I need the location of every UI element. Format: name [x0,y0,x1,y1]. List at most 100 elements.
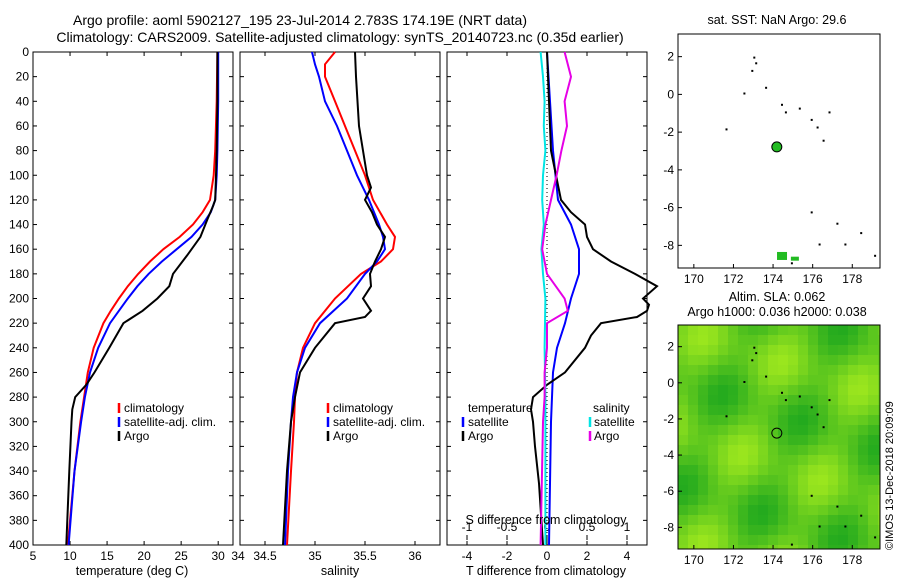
sla-cell [718,465,728,475]
sla-cell [788,345,798,355]
sla-cell [818,475,828,485]
sla-cell [768,325,778,335]
figure-title-line2: Climatology: CARS2009. Satellite-adjuste… [56,29,623,45]
sla-cell [688,375,698,385]
sla-cell [758,325,768,335]
sst-map-ytick-label: 2 [667,50,674,64]
sla-cell [878,435,880,445]
sla-cell [778,535,788,545]
sla-cell [748,385,758,395]
temperature-xtick-label: 20 [137,549,151,563]
salinity-plot-area [239,51,441,546]
sla-cell [838,455,848,465]
sla-cell [688,475,698,485]
salinity-diff-xtick-label: -0.5 [497,520,518,534]
sla-cell [788,485,798,495]
sla-cell [768,475,778,485]
sla-cell [718,485,728,495]
sla-cell [778,345,788,355]
sla-cell [808,375,818,385]
sla-cell [698,535,708,545]
sla-cell [748,545,758,549]
sla-cell [848,365,858,375]
sla-cell [748,325,758,335]
sla-cell [808,455,818,465]
sla-cell [718,475,728,485]
sla-cell [698,345,708,355]
sla-cell [818,515,828,525]
sla-cell [688,435,698,445]
sla-cell [808,515,818,525]
sla-cell [728,515,738,525]
sla-cell [688,485,698,495]
sla-cell [718,535,728,545]
sla-cell [778,355,788,365]
sla-cell [878,385,880,395]
sst-map-patch [790,256,799,261]
sla-cell [778,405,788,415]
sla-cell [758,475,768,485]
sla-cell [848,415,858,425]
sla-cell [738,495,748,505]
sla-cell [848,325,858,335]
sla-cell [688,425,698,435]
sla-cell [858,365,868,375]
sla-cell [798,335,808,345]
salinity-xtick-label: 35 [308,549,322,563]
sla-cell [858,455,868,465]
sla-cell [708,515,718,525]
sla-cell [878,495,880,505]
sla-cell [768,365,778,375]
sst-map-island [836,222,839,225]
difference-xtick-label: 2 [584,549,591,563]
sla-cell [678,475,688,485]
sla-cell [688,385,698,395]
sla-cell [798,435,808,445]
salinity-diff-xtick-label: -1 [462,520,473,534]
depth-tick-label: 240 [9,341,29,355]
difference-line-salinity-argo [539,51,573,546]
sla-cell [858,345,868,355]
sla-cell [718,395,728,405]
sla-cell [718,365,728,375]
sla-cell [828,505,838,515]
sla-cell [758,455,768,465]
sla-cell [838,425,848,435]
sla-cell [718,505,728,515]
sla-cell [878,465,880,475]
sla-cell [848,425,858,435]
sla-cell [688,405,698,415]
sla-cell [798,445,808,455]
sla-cell [708,495,718,505]
sla-cell [698,425,708,435]
sla-cell [848,375,858,385]
sla-cell [858,425,868,435]
sla-cell [868,415,878,425]
sla-cell [798,465,808,475]
sla-cell [758,445,768,455]
sla-map-xtick-label: 176 [803,553,823,567]
sla-cell [738,325,748,335]
sla-cell [828,335,838,345]
sla-cell [688,345,698,355]
sla-cell [748,375,758,385]
sla-cell [858,535,868,545]
sla-cell [718,445,728,455]
sla-cell [678,515,688,525]
sst-map-island [822,139,825,142]
temperature-xtick-label: 30 [212,549,226,563]
sla-cell [868,475,878,485]
sla-cell [828,435,838,445]
sla-cell [788,435,798,445]
sla-cell [728,345,738,355]
sla-map-island [816,413,819,416]
sst-map-title: sat. SST: NaN Argo: 29.6 [708,13,847,27]
sla-cell [788,495,798,505]
sla-cell [838,525,848,535]
imos-credit: ©IMOS 13-Dec-2018 20:09:09 [884,401,896,550]
sla-cell [788,445,798,455]
sla-cell [808,525,818,535]
sla-cell [778,515,788,525]
sla-cell [738,545,748,549]
sla-map-subtitle: Argo h1000: 0.036 h2000: 0.038 [687,305,866,319]
